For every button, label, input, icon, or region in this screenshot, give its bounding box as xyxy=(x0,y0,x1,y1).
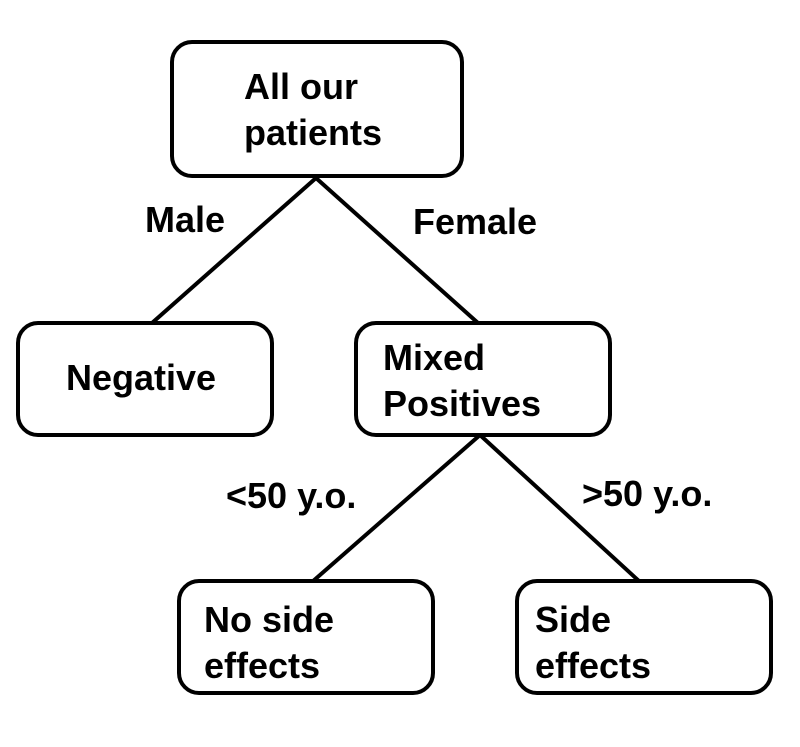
node-all-patients: All our patients xyxy=(170,40,464,178)
node-negative-label: Negative xyxy=(66,357,217,398)
edge-root-negative xyxy=(150,176,318,325)
node-mixed-positives: Mixed Positives xyxy=(354,321,612,437)
edge-label-over-50: >50 y.o. xyxy=(582,473,713,514)
node-no-side-effects: No side effects xyxy=(177,579,435,695)
edge-root-mixed xyxy=(314,176,480,325)
node-side-effects-label: Side effects xyxy=(535,599,652,686)
node-side-effects: Side effects xyxy=(515,579,773,695)
edge-mixed-side xyxy=(478,433,642,584)
node-no-side-effects-label: No side effects xyxy=(204,599,335,686)
edge-label-under-50: <50 y.o. xyxy=(226,475,357,516)
node-all-patients-label: All our patients xyxy=(244,66,383,153)
node-mixed-positives-label: Mixed Positives xyxy=(383,337,542,424)
edge-mixed-no-side xyxy=(310,433,482,584)
node-negative: Negative xyxy=(16,321,274,437)
edge-label-male: Male xyxy=(145,199,226,240)
edge-label-female: Female xyxy=(413,201,538,242)
